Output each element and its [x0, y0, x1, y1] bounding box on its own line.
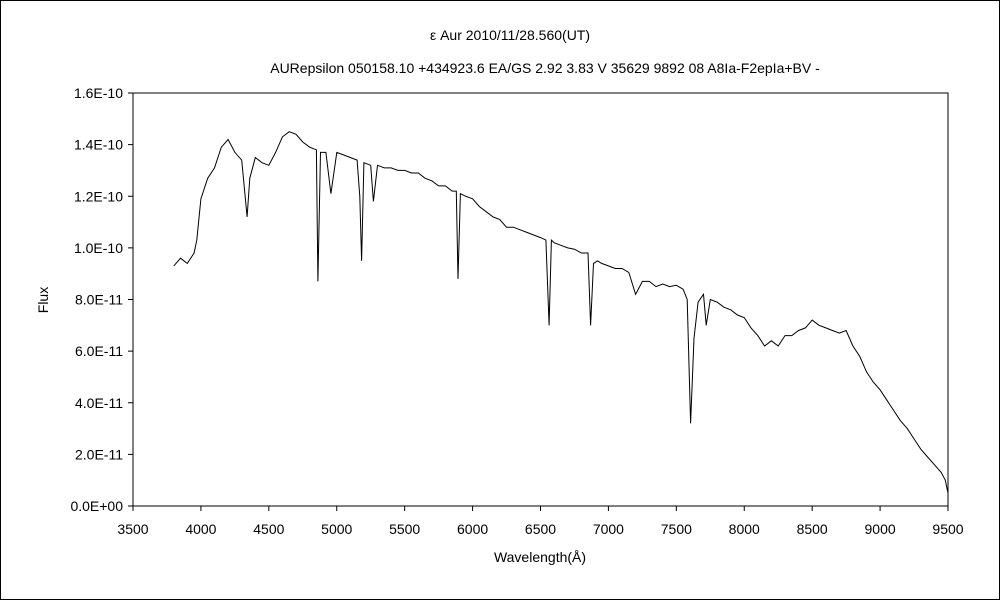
flux-series-line	[173, 131, 949, 494]
x-tick-label: 8500	[797, 521, 828, 537]
y-tick-label: 6.0E-11	[75, 343, 123, 359]
x-tick-label: 6000	[457, 521, 488, 537]
x-tick-label: 5000	[321, 521, 352, 537]
plot-area	[132, 92, 949, 507]
y-tick-label: 4.0E-11	[75, 395, 123, 411]
x-tick-label: 4000	[185, 521, 216, 537]
y-tick-label: 1.4E-10	[74, 137, 123, 153]
x-tick-label: 8000	[729, 521, 760, 537]
y-axis-title: Flux	[35, 287, 51, 313]
x-tick-label: 7500	[661, 521, 692, 537]
x-tick-label: 6500	[525, 521, 556, 537]
x-tick-label: 9500	[932, 521, 963, 537]
x-tick-label: 9000	[865, 521, 896, 537]
x-axis: 3500 4000 4500 5000 5500 6000 6500 7000 7500 8000…	[117, 506, 964, 537]
y-axis: 0.0E+00 2.0E-11 4.0E-11 6.0E-11 8.0E-11 1.0E-…	[70, 85, 133, 514]
x-axis-title: Wavelength(Å)	[494, 549, 586, 565]
x-tick-label: 5500	[389, 521, 420, 537]
y-tick-label: 1.0E-10	[74, 240, 123, 256]
x-tick-label: 4500	[253, 521, 284, 537]
chart-title: ε Aur 2010/11/28.560(UT)	[430, 27, 590, 43]
y-tick-label: 1.2E-10	[74, 188, 123, 204]
x-tick-label: 3500	[117, 521, 148, 537]
chart-subtitle: AURepsilon 050158.10 +434923.6 EA/GS 2.9…	[270, 60, 820, 76]
y-tick-label: 1.6E-10	[74, 85, 123, 101]
x-tick-label: 7000	[593, 521, 624, 537]
y-tick-label: 8.0E-11	[75, 292, 123, 308]
y-tick-label: 2.0E-11	[75, 446, 123, 462]
y-tick-label: 0.0E+00	[70, 498, 123, 514]
